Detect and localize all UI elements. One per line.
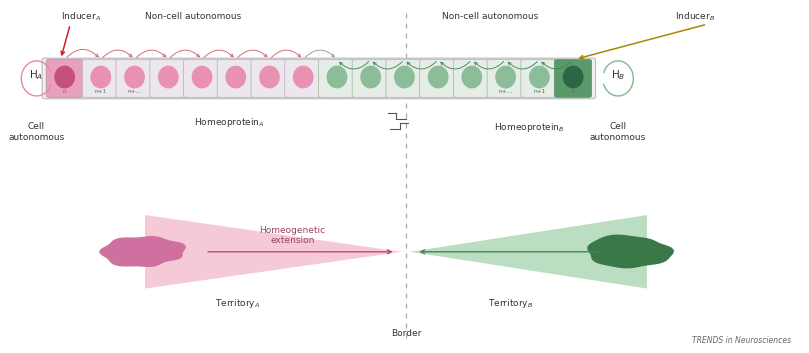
FancyBboxPatch shape — [319, 60, 355, 97]
FancyBboxPatch shape — [521, 60, 558, 97]
Text: H$_B$: H$_B$ — [611, 68, 625, 82]
FancyBboxPatch shape — [150, 60, 187, 97]
Text: Non-cell autonomous: Non-cell autonomous — [443, 12, 539, 21]
Ellipse shape — [529, 66, 550, 88]
Polygon shape — [588, 235, 673, 268]
Text: n+1: n+1 — [95, 89, 107, 94]
Polygon shape — [145, 215, 402, 288]
Text: n+1: n+1 — [533, 89, 545, 94]
Text: Homeogenetic
extension: Homeogenetic extension — [260, 226, 325, 245]
Text: TRENDS in Neurosciences: TRENDS in Neurosciences — [693, 336, 791, 345]
Polygon shape — [410, 215, 647, 288]
Text: n+...: n+... — [128, 89, 142, 94]
Text: Homeoprotein$_A$: Homeoprotein$_A$ — [194, 116, 265, 129]
Text: n+...: n+... — [498, 89, 513, 94]
Text: Cell
autonomous: Cell autonomous — [590, 122, 646, 142]
Ellipse shape — [259, 66, 280, 88]
Text: n: n — [571, 89, 575, 94]
FancyBboxPatch shape — [83, 60, 119, 97]
Ellipse shape — [226, 66, 246, 88]
Ellipse shape — [54, 66, 75, 88]
FancyBboxPatch shape — [352, 60, 389, 97]
FancyBboxPatch shape — [251, 60, 288, 97]
FancyBboxPatch shape — [218, 60, 254, 97]
Ellipse shape — [495, 66, 516, 88]
FancyBboxPatch shape — [42, 58, 595, 99]
Text: Homeoprotein$_B$: Homeoprotein$_B$ — [494, 121, 565, 134]
Text: Inducer$_B$: Inducer$_B$ — [676, 10, 715, 23]
FancyBboxPatch shape — [285, 60, 322, 97]
Ellipse shape — [394, 66, 415, 88]
Ellipse shape — [563, 66, 583, 88]
Text: n: n — [63, 89, 66, 94]
Ellipse shape — [428, 66, 448, 88]
Ellipse shape — [158, 66, 179, 88]
Text: H$_A$: H$_A$ — [29, 68, 44, 82]
Text: Inducer$_A$: Inducer$_A$ — [61, 10, 100, 23]
Text: Territory$_A$: Territory$_A$ — [215, 297, 260, 310]
Ellipse shape — [360, 66, 381, 88]
Ellipse shape — [192, 66, 213, 88]
FancyBboxPatch shape — [555, 60, 591, 97]
FancyBboxPatch shape — [184, 60, 221, 97]
Text: Border: Border — [391, 329, 421, 337]
Ellipse shape — [327, 66, 347, 88]
Ellipse shape — [124, 66, 145, 88]
FancyBboxPatch shape — [386, 60, 423, 97]
Ellipse shape — [461, 66, 482, 88]
FancyBboxPatch shape — [46, 60, 83, 97]
Text: Non-cell autonomous: Non-cell autonomous — [145, 12, 241, 21]
FancyBboxPatch shape — [116, 60, 153, 97]
FancyBboxPatch shape — [453, 60, 490, 97]
Polygon shape — [100, 237, 185, 266]
Ellipse shape — [91, 66, 111, 88]
FancyBboxPatch shape — [487, 60, 524, 97]
Text: Cell
autonomous: Cell autonomous — [8, 122, 65, 142]
FancyBboxPatch shape — [420, 60, 456, 97]
Text: Territory$_B$: Territory$_B$ — [488, 297, 533, 310]
Ellipse shape — [293, 66, 314, 88]
